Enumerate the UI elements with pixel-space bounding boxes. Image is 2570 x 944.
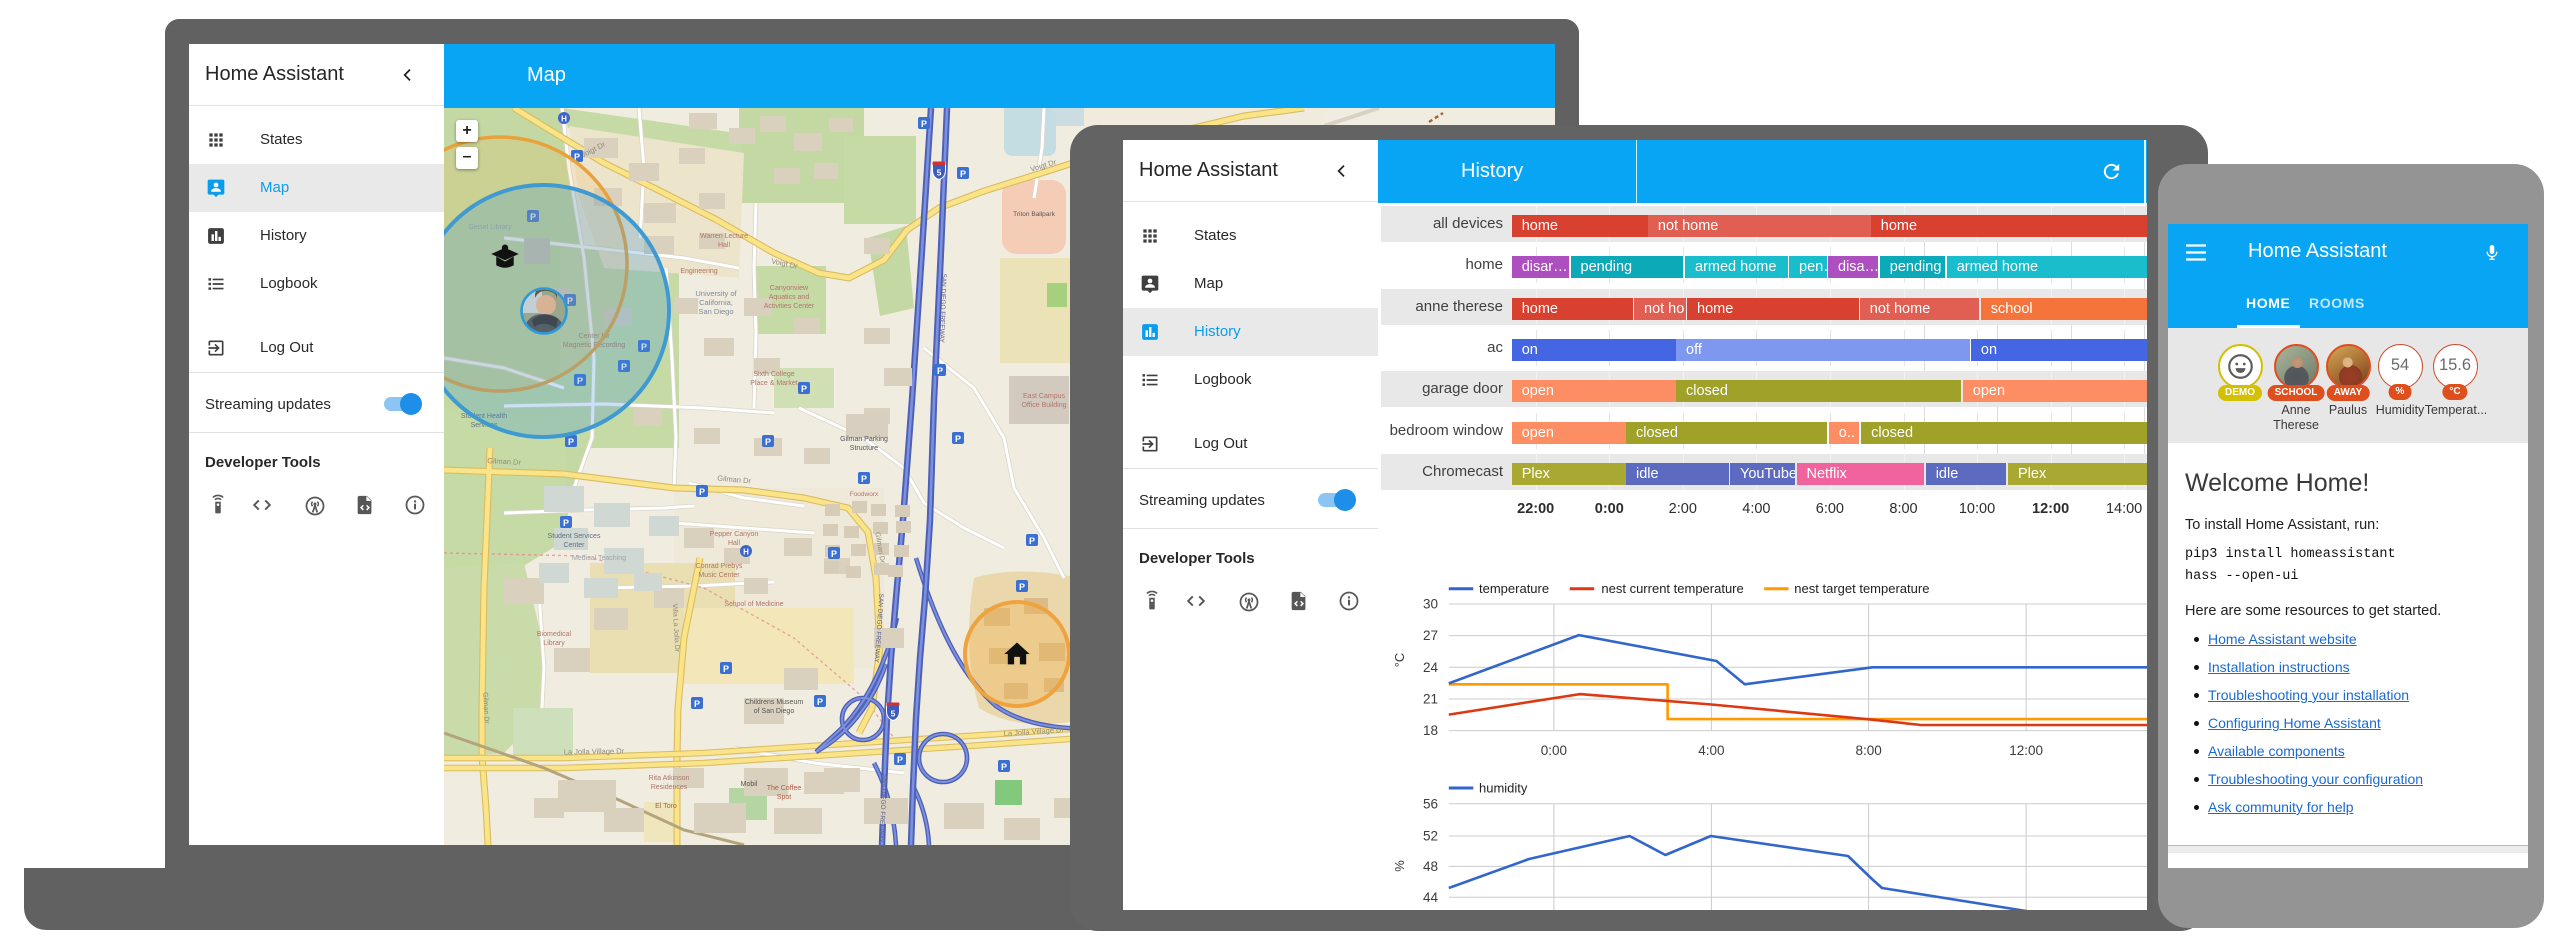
svg-text:P: P (577, 376, 583, 386)
svg-text:SAN DIEGO FREEWAY: SAN DIEGO FREEWAY (938, 273, 947, 343)
svg-text:44: 44 (1423, 890, 1439, 905)
svg-text:Geisel Library: Geisel Library (468, 224, 512, 231)
svg-text:P: P (621, 362, 627, 372)
svg-text:humidity: humidity (1479, 781, 1528, 796)
svg-text:University of: University of (695, 289, 737, 298)
svg-text:P: P (723, 664, 729, 674)
svg-text:Gilman Dr: Gilman Dr (487, 456, 522, 467)
svg-text:La Jolla Village Dr: La Jolla Village Dr (564, 746, 625, 756)
svg-text:Foodworx: Foodworx (850, 491, 879, 498)
svg-text:East Campus: East Campus (1023, 393, 1066, 400)
svg-text:°C: °C (1392, 653, 1407, 668)
svg-text:Engineering: Engineering (680, 268, 717, 275)
svg-text:5: 5 (891, 709, 896, 719)
svg-text:nest current temperature: nest current temperature (1601, 581, 1743, 596)
svg-text:P: P (567, 296, 573, 306)
svg-text:Spot: Spot (777, 794, 791, 801)
svg-text:Triton Ballpark: Triton Ballpark (1013, 211, 1055, 218)
svg-text:P: P (1029, 536, 1035, 546)
svg-text:Canyonview: Canyonview (770, 285, 809, 292)
svg-text:temperature: temperature (1479, 581, 1549, 596)
svg-text:Place & Market: Place & Market (750, 380, 798, 387)
svg-text:Student Services: Student Services (548, 533, 601, 540)
svg-text:Gilman Dr: Gilman Dr (717, 474, 752, 486)
svg-text:Villa La Jolla Dr: Villa La Jolla Dr (671, 604, 681, 653)
svg-text:56: 56 (1423, 796, 1438, 811)
svg-text:nest target temperature: nest target temperature (1794, 581, 1929, 596)
svg-text:El Toro: El Toro (655, 803, 677, 810)
svg-text:P: P (568, 437, 574, 447)
svg-text:P: P (937, 366, 943, 376)
svg-text:12:00: 12:00 (2009, 743, 2043, 758)
svg-text:P: P (921, 119, 927, 129)
svg-text:P: P (955, 434, 961, 444)
svg-text:Childrens Museum: Childrens Museum (745, 699, 804, 706)
svg-text:P: P (1019, 582, 1025, 592)
svg-text:Warren Lecture: Warren Lecture (700, 233, 748, 240)
svg-text:Student Health: Student Health (461, 413, 507, 420)
svg-text:La Jolla Village Dr: La Jolla Village Dr (1003, 725, 1064, 738)
svg-text:P: P (817, 697, 823, 707)
svg-text:P: P (801, 384, 807, 394)
svg-text:Gilman Parking: Gilman Parking (840, 436, 888, 443)
svg-text:P: P (641, 342, 647, 352)
svg-text:Medical Teaching: Medical Teaching (572, 555, 626, 562)
svg-text:Mobil: Mobil (741, 781, 758, 788)
svg-text:Pepper Canyon: Pepper Canyon (710, 531, 759, 538)
svg-text:27: 27 (1423, 628, 1438, 643)
svg-text:Music Center: Music Center (698, 572, 740, 579)
svg-text:Aquatics and: Aquatics and (769, 294, 810, 301)
svg-text:Services: Services (471, 422, 498, 429)
svg-text:P: P (960, 169, 966, 179)
svg-text:4:00: 4:00 (1698, 743, 1724, 758)
svg-text:21: 21 (1423, 692, 1438, 707)
svg-text:Center for: Center for (578, 333, 610, 340)
svg-text:P: P (897, 755, 903, 765)
svg-text:Gilman Dr: Gilman Dr (481, 692, 490, 724)
svg-text:California,: California, (699, 298, 733, 307)
svg-text:48: 48 (1423, 859, 1438, 874)
svg-text:5: 5 (937, 168, 942, 178)
svg-text:Magnetic Recording: Magnetic Recording (563, 342, 625, 349)
svg-text:Library: Library (543, 640, 565, 647)
svg-text:Office Building: Office Building (1021, 402, 1066, 409)
svg-text:30: 30 (1423, 597, 1438, 612)
svg-text:Hall: Hall (728, 540, 741, 547)
svg-text:School of Medicine: School of Medicine (724, 601, 783, 608)
svg-text:24: 24 (1423, 660, 1439, 675)
svg-text:Hall: Hall (718, 242, 731, 249)
svg-text:Biomedical: Biomedical (537, 631, 572, 638)
svg-text:SAN DIEGO FREEWAY: SAN DIEGO FREEWAY (873, 593, 885, 663)
svg-text:P: P (1001, 762, 1007, 772)
svg-text:P: P (861, 474, 867, 484)
svg-text:Activities Center: Activities Center (764, 303, 815, 310)
svg-text:Conrad Prebys: Conrad Prebys (696, 563, 743, 570)
svg-text:H: H (561, 115, 567, 124)
svg-text:0:00: 0:00 (1541, 743, 1567, 758)
svg-text:P: P (563, 518, 569, 528)
svg-text:The Coffee: The Coffee (767, 785, 802, 792)
svg-text:P: P (574, 152, 580, 162)
svg-text:P: P (694, 699, 700, 709)
svg-text:P: P (530, 212, 536, 222)
svg-text:P: P (765, 437, 771, 447)
svg-text:18: 18 (1423, 723, 1438, 738)
svg-text:SAN DIEGO FREEWAY: SAN DIEGO FREEWAY (877, 773, 888, 843)
svg-text:P: P (699, 487, 705, 497)
svg-text:52: 52 (1423, 829, 1438, 844)
svg-text:of San Diego: of San Diego (754, 708, 795, 715)
svg-text:H: H (743, 548, 749, 557)
svg-text:8:00: 8:00 (1855, 743, 1881, 758)
svg-text:Center: Center (563, 542, 585, 549)
svg-text:San Diego: San Diego (698, 307, 733, 316)
svg-text:Sixth College: Sixth College (753, 371, 794, 378)
svg-text:%: % (1392, 860, 1407, 872)
svg-text:P: P (831, 549, 837, 559)
svg-text:Residences: Residences (651, 784, 688, 791)
svg-text:Structure: Structure (850, 445, 879, 452)
svg-text:Rita Atkinson: Rita Atkinson (649, 775, 690, 782)
